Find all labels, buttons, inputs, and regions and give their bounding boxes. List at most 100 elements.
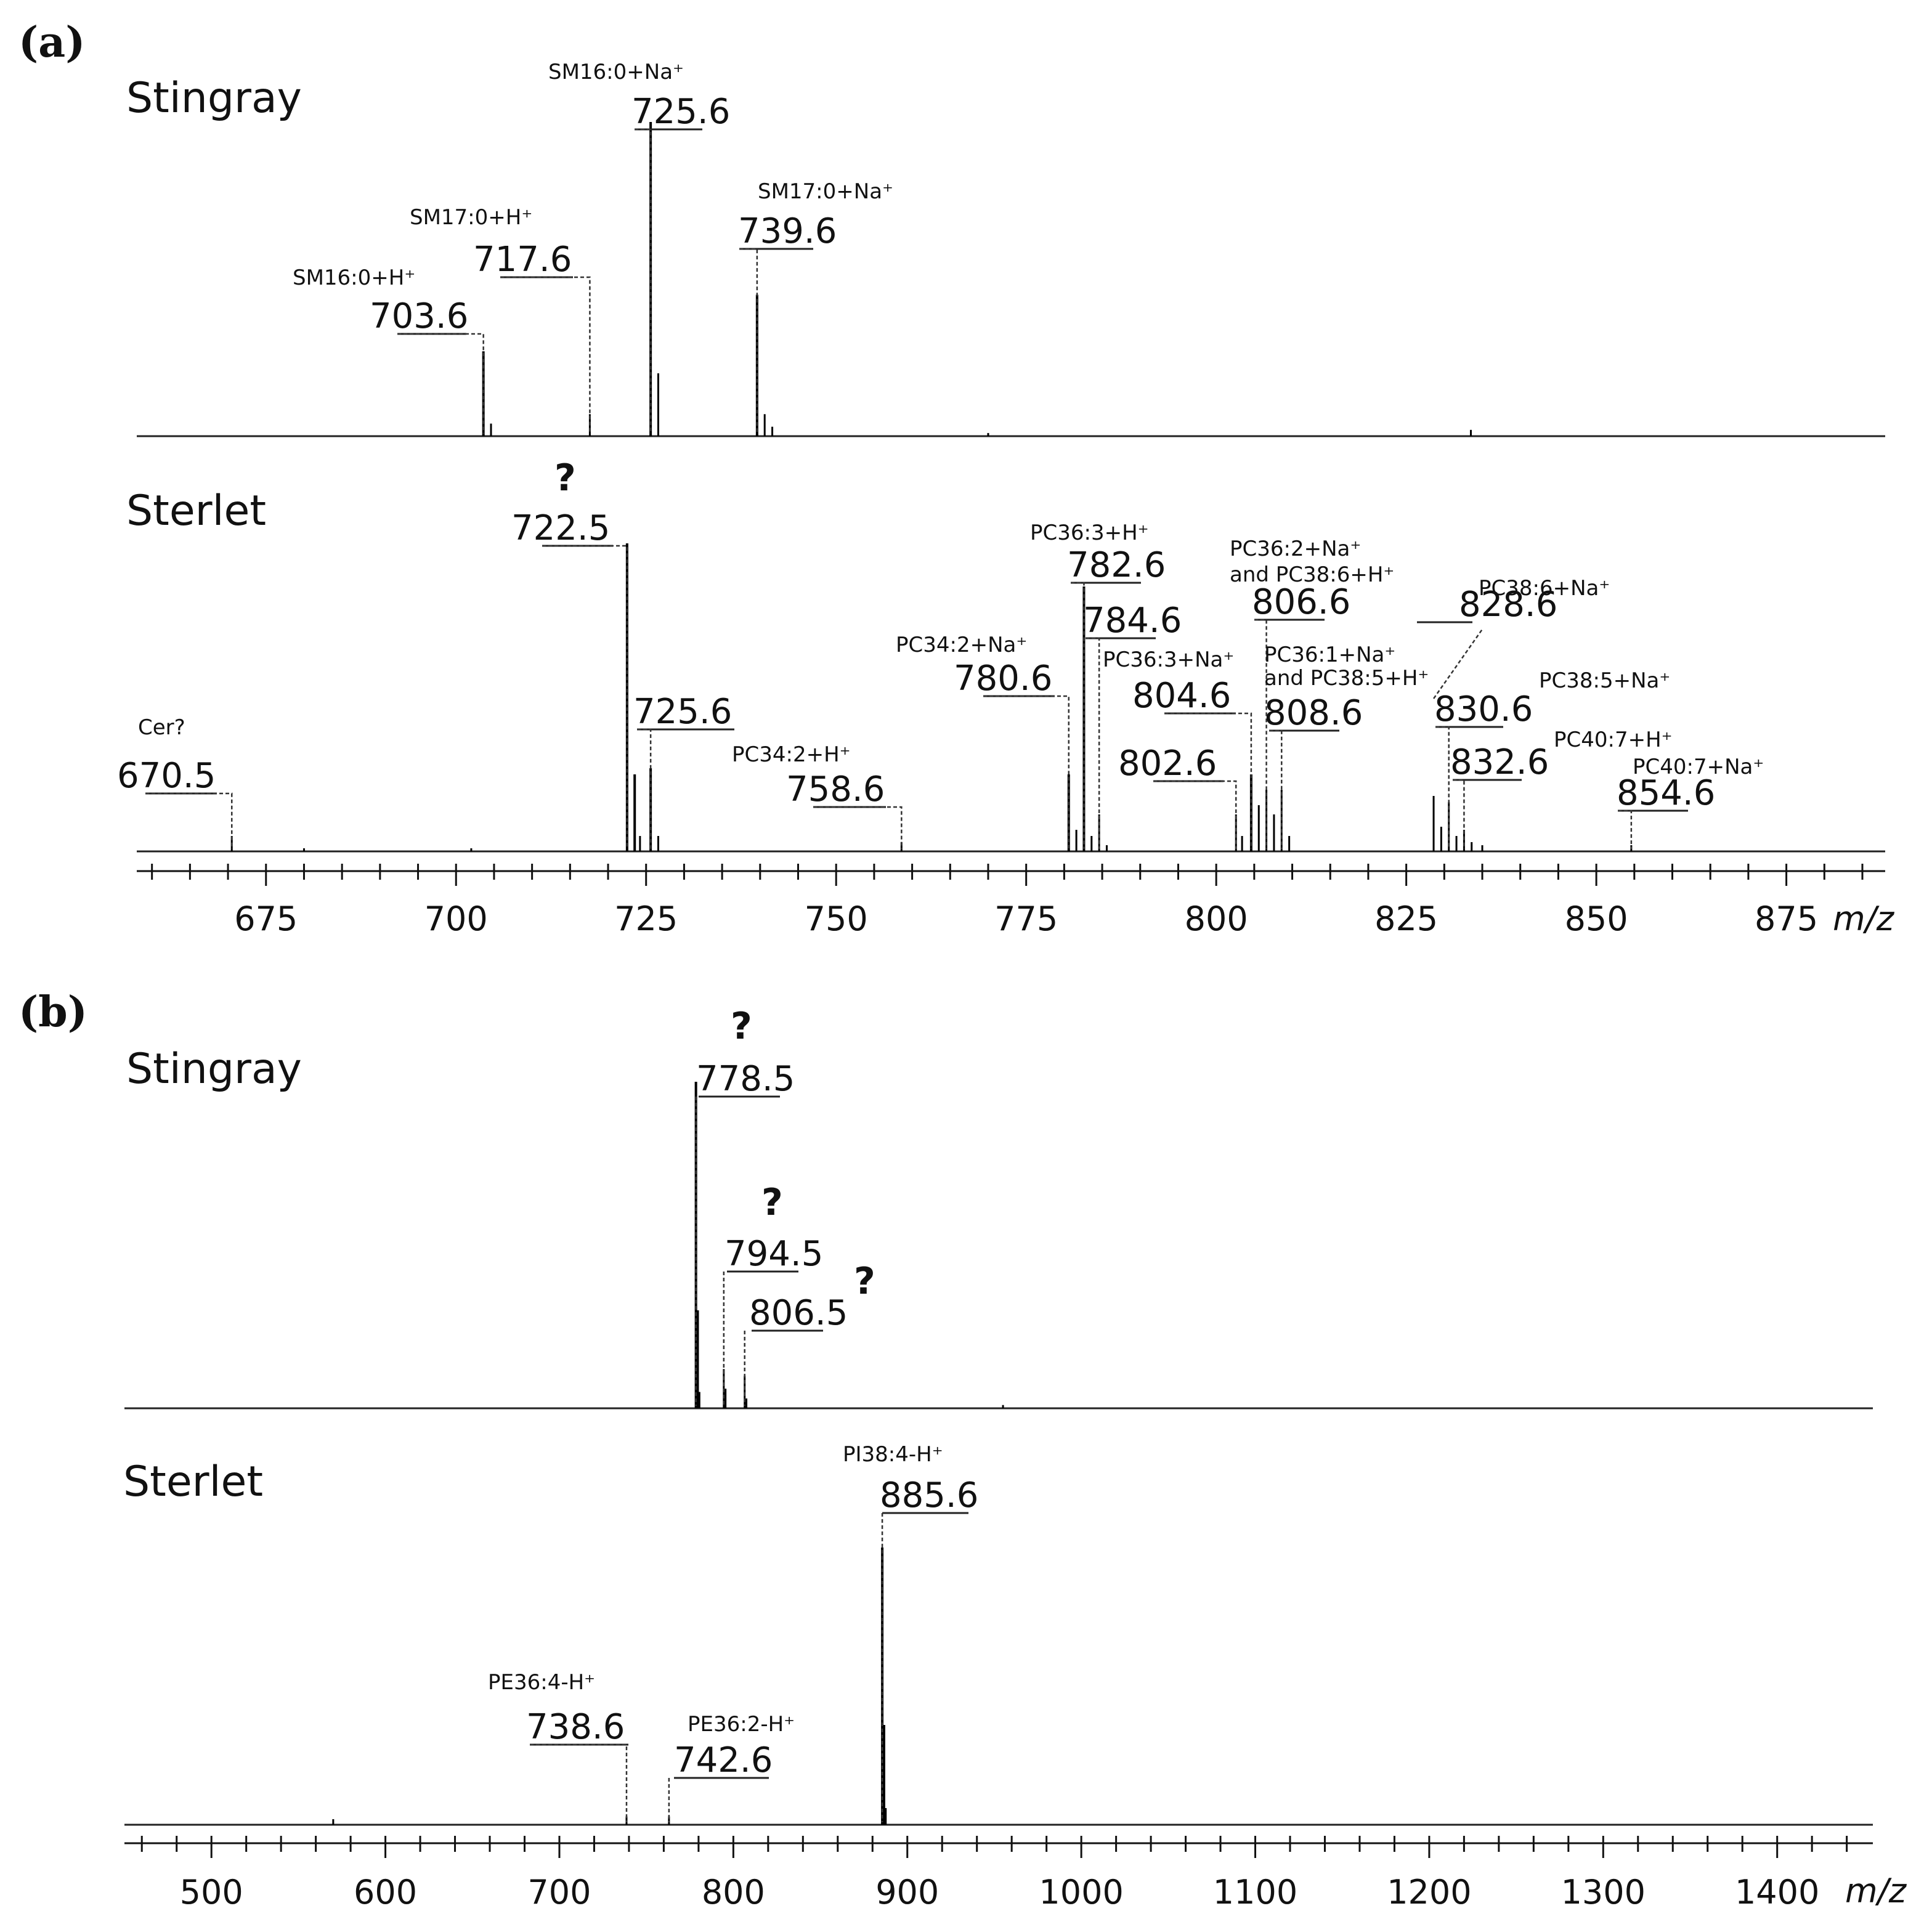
tick-label: 1400 bbox=[1735, 1873, 1819, 1912]
peak-label-670-5: 670.5 Cer? bbox=[117, 715, 233, 849]
peak-mz-value: 780.6 bbox=[954, 659, 1052, 699]
peak-mz-value: 738.6 bbox=[526, 1707, 625, 1747]
tick-label: 1300 bbox=[1561, 1873, 1646, 1912]
label-leader bbox=[739, 248, 758, 434]
tick-label: 900 bbox=[875, 1873, 939, 1912]
panel-b: (b) Stingray Sterlet 778.5?794.5?806.5? … bbox=[18, 988, 1907, 1912]
label-leader bbox=[637, 728, 652, 849]
tick-label: 1200 bbox=[1387, 1873, 1471, 1912]
peak-mz-value: 725.6 bbox=[633, 692, 732, 732]
panel-a-stingray-title: Stingray bbox=[126, 74, 302, 123]
label-leader bbox=[1618, 809, 1633, 849]
panel-b-sterlet-labels: 738.6 PE36:4-H⁺ 742.6 PE36:2-H⁺ 885.6 PI38:4-… bbox=[488, 1442, 978, 1822]
peak-assignment: PC36:1+Na⁺ bbox=[1264, 643, 1395, 667]
unknown-mark: ? bbox=[761, 1181, 783, 1224]
peak-assignment: PE36:2-H⁺ bbox=[688, 1712, 795, 1737]
peak-mz-value: 670.5 bbox=[117, 756, 216, 796]
tick-label: 700 bbox=[527, 1873, 591, 1912]
peak-assignment: PC36:2+Na⁺ bbox=[1230, 537, 1361, 561]
label-leader bbox=[542, 545, 628, 849]
label-leader bbox=[1164, 712, 1252, 849]
peak-label-742-6: 742.6 PE36:2-H⁺ bbox=[668, 1712, 795, 1822]
tick-label: 1100 bbox=[1213, 1873, 1297, 1912]
peak-mz-value: 725.6 bbox=[631, 92, 730, 132]
peak-label-806-5: 806.5? bbox=[744, 1260, 875, 1406]
label-leader bbox=[1086, 637, 1100, 849]
panel-a-sterlet-peaks bbox=[230, 543, 1633, 851]
panel-b-sterlet-peaks bbox=[332, 1548, 887, 1825]
peak-assignment: PC40:7+Na⁺ bbox=[1633, 755, 1764, 779]
peak-mz-value: 739.6 bbox=[738, 211, 837, 251]
peak-assignment: Cer? bbox=[138, 715, 185, 740]
peak-assignment: PC36:3+H⁺ bbox=[1030, 521, 1149, 545]
peak-label-725-6: 725.6 bbox=[633, 692, 734, 849]
label-leader bbox=[1071, 582, 1085, 849]
tick-label: 800 bbox=[702, 1873, 765, 1912]
peak-mz-value: 784.6 bbox=[1083, 601, 1182, 641]
peak-assignment-alt: and PC38:6+H⁺ bbox=[1230, 562, 1394, 587]
peak-label-885-6: 885.6 PI38:4-H⁺ bbox=[843, 1442, 978, 1822]
label-leader bbox=[1153, 780, 1237, 849]
tick-label: 600 bbox=[354, 1873, 417, 1912]
tick-label: 825 bbox=[1374, 899, 1438, 938]
panel-b-x-axis-label: m/z bbox=[1845, 1872, 1907, 1910]
tick-label: 500 bbox=[180, 1873, 243, 1912]
label-leader bbox=[1269, 729, 1283, 849]
peak-mz-value: 808.6 bbox=[1264, 693, 1363, 733]
peak-assignment: SM17:0+Na⁺ bbox=[758, 179, 893, 204]
label-leader bbox=[530, 1743, 628, 1822]
peak-assignment: PC34:2+H⁺ bbox=[732, 742, 851, 767]
panel-a-letter: (a) bbox=[18, 18, 85, 67]
peak-label-725-6: 725.6 SM16:0+Na⁺ bbox=[548, 60, 730, 434]
label-leader bbox=[635, 128, 652, 434]
peak-label-806-6: 806.6 PC36:2+Na⁺and PC38:6+H⁺ bbox=[1230, 537, 1394, 849]
label-leader bbox=[1435, 726, 1450, 849]
peak-label-703-6: 703.6 SM16:0+H⁺ bbox=[293, 266, 484, 434]
tick-label: 700 bbox=[424, 899, 488, 938]
peak-mz-value: 832.6 bbox=[1450, 742, 1549, 782]
tick-label: 750 bbox=[805, 899, 868, 938]
peak-assignment: PI38:4-H⁺ bbox=[843, 1442, 943, 1467]
panel-b-stingray-labels: 778.5?794.5?806.5? bbox=[695, 1005, 875, 1406]
panel-b-letter: (b) bbox=[18, 988, 87, 1037]
peak-label-784-6: 784.6 bbox=[1083, 601, 1182, 849]
peak-label-717-6: 717.6 SM17:0+H⁺ bbox=[410, 205, 591, 434]
peak-mz-value: 742.6 bbox=[674, 1740, 773, 1780]
peak-label-738-6: 738.6 PE36:4-H⁺ bbox=[488, 1670, 628, 1822]
peak-label-808-6: 808.6 PC36:1+Na⁺and PC38:5+H⁺ bbox=[1264, 643, 1429, 849]
peak-mz-value: 703.6 bbox=[370, 296, 468, 336]
panel-b-x-ticks: 500 600 700 800 900 1000 1100 1200 1300 1400 bbox=[140, 1836, 1848, 1912]
peak-mz-value: 778.5 bbox=[696, 1059, 795, 1099]
panel-a-stingray-labels: 703.6 SM16:0+H⁺ 717.6 SM17:0+H⁺ 725.6 SM16:0+… bbox=[293, 60, 893, 434]
peak-assignment: SM17:0+H⁺ bbox=[410, 205, 532, 230]
unknown-mark: ? bbox=[854, 1260, 875, 1303]
peak-mz-value: 885.6 bbox=[880, 1475, 978, 1515]
peak-label-804-6: 804.6 PC36:3+Na⁺ bbox=[1103, 647, 1252, 849]
tick-label: 850 bbox=[1565, 899, 1628, 938]
tick-label: 775 bbox=[994, 899, 1058, 938]
tick-label: 875 bbox=[1755, 899, 1818, 938]
tick-label: 725 bbox=[614, 899, 678, 938]
panel-a-sterlet-labels: 670.5Cer?722.5?725.6758.6PC34:2+H⁺780.6P… bbox=[117, 456, 1764, 849]
peak-label-794-5: 794.5? bbox=[723, 1181, 823, 1406]
peak-mz-value: 717.6 bbox=[473, 240, 572, 280]
peak-mz-value: 806.6 bbox=[1252, 582, 1350, 622]
tick-label: 675 bbox=[234, 899, 298, 938]
tick-label: 1000 bbox=[1039, 1873, 1123, 1912]
peak-assignment: SM16:0+Na⁺ bbox=[548, 60, 684, 84]
peak-mz-value: 854.6 bbox=[1617, 773, 1715, 813]
peak-label-778-5: 778.5? bbox=[695, 1005, 795, 1406]
peak-assignment: PC36:3+Na⁺ bbox=[1103, 647, 1234, 672]
peak-mz-value: 782.6 bbox=[1067, 545, 1166, 585]
label-leader bbox=[1453, 779, 1465, 849]
panel-a-sterlet-title: Sterlet bbox=[126, 487, 266, 535]
panel-b-sterlet-title: Sterlet bbox=[123, 1458, 263, 1506]
peak-assignment-alt: and PC38:5+H⁺ bbox=[1264, 666, 1429, 691]
